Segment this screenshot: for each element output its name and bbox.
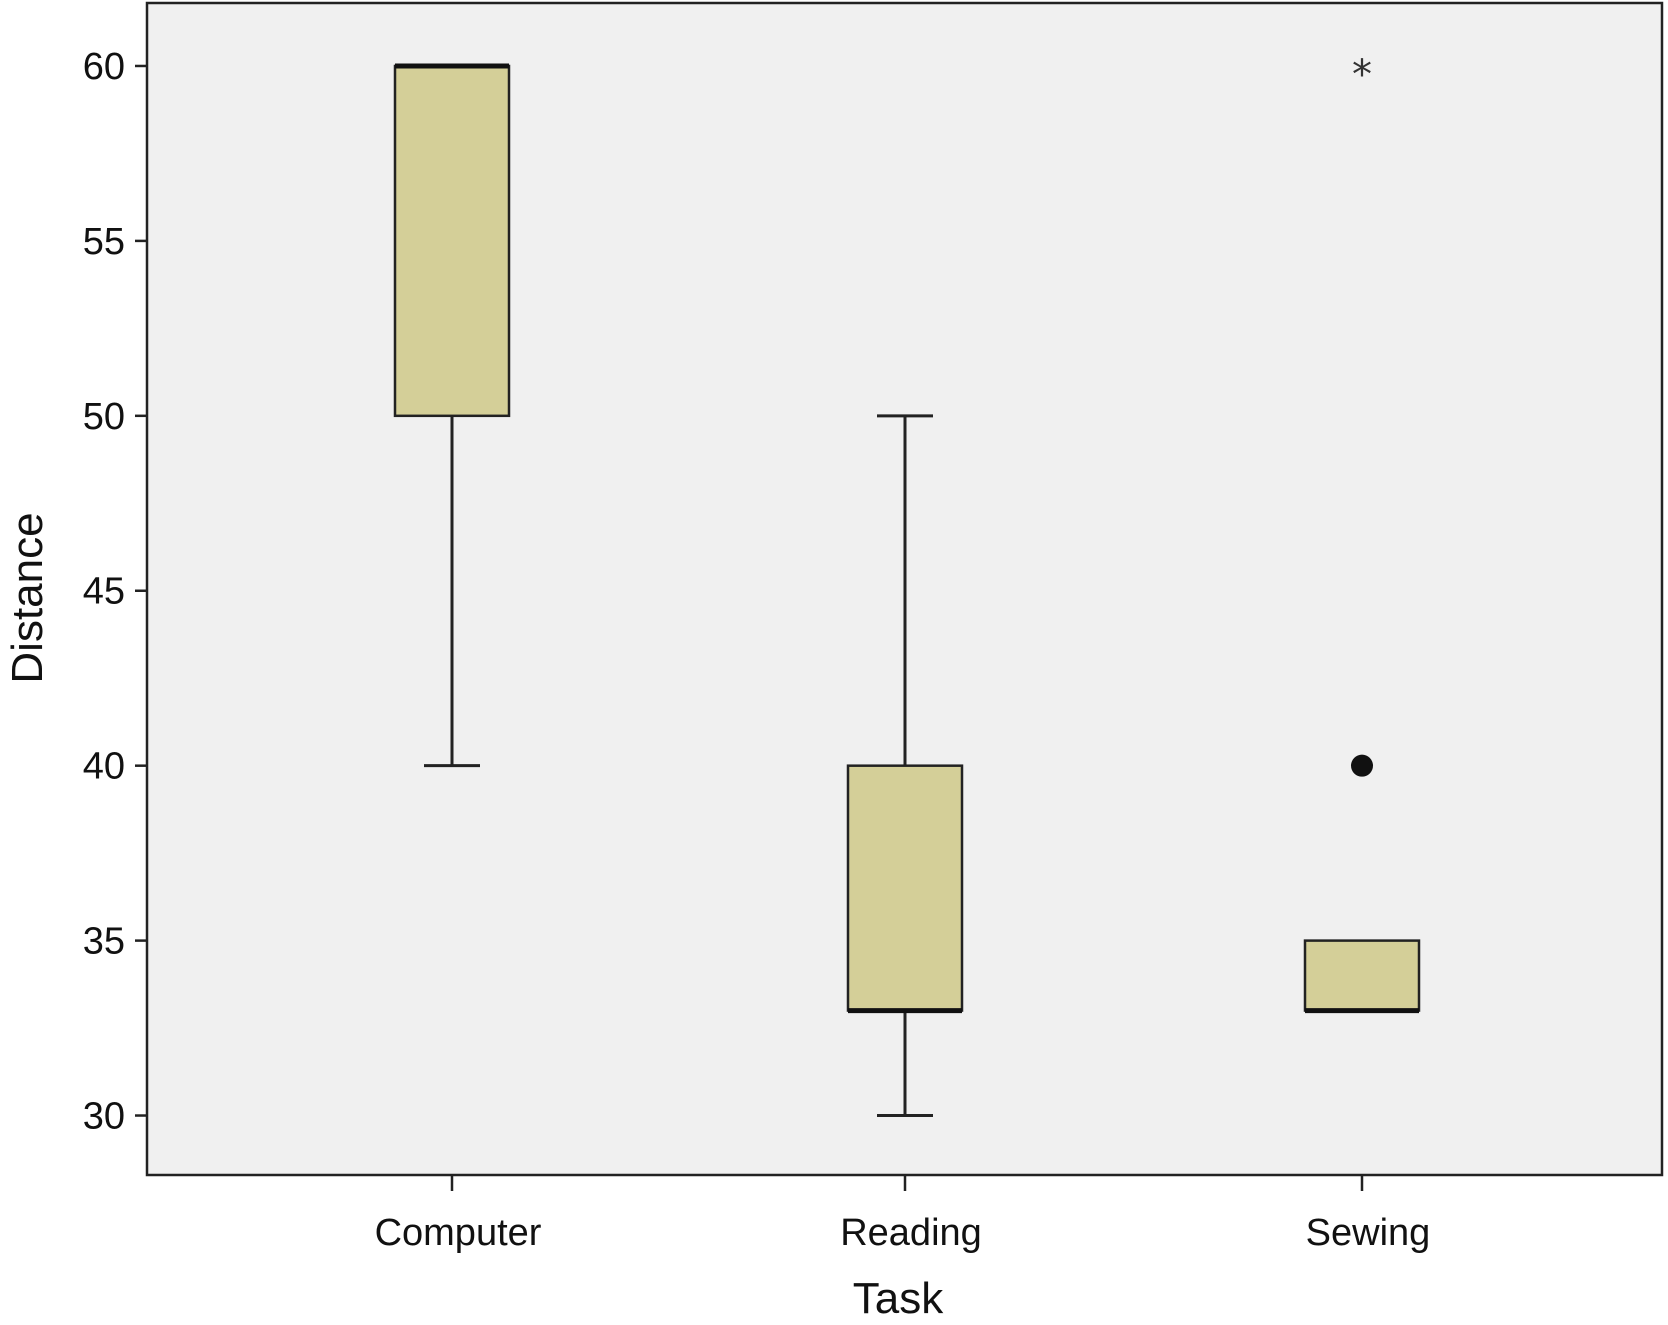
box-iqr — [1303, 939, 1421, 1012]
box-iqr — [846, 764, 964, 1012]
x-tick-label: Sewing — [1306, 1212, 1431, 1254]
x-tick-label: Reading — [840, 1212, 982, 1254]
y-axis-title: Distance — [3, 512, 52, 683]
y-axis: 30 35 40 45 50 55 60 — [83, 46, 147, 1138]
box-sewing: * — [1303, 52, 1421, 1014]
extreme-point: * — [1352, 52, 1372, 98]
y-tick-label: 35 — [83, 921, 125, 963]
x-axis: Computer Reading Sewing — [375, 1175, 1431, 1254]
x-tick-label: Computer — [375, 1212, 542, 1254]
x-axis-title: Task — [853, 1274, 944, 1323]
box-iqr — [393, 64, 511, 418]
y-tick-label: 50 — [83, 396, 125, 438]
y-tick-label: 30 — [83, 1096, 125, 1138]
y-tick-label: 40 — [83, 746, 125, 788]
y-tick-label: 60 — [83, 46, 125, 88]
boxes-layer: * — [393, 52, 1421, 1118]
box-computer — [393, 63, 511, 768]
box-reading — [846, 414, 964, 1118]
y-tick-label: 55 — [83, 221, 125, 263]
y-tick-label: 45 — [83, 571, 125, 613]
outlier-point — [1351, 754, 1373, 777]
